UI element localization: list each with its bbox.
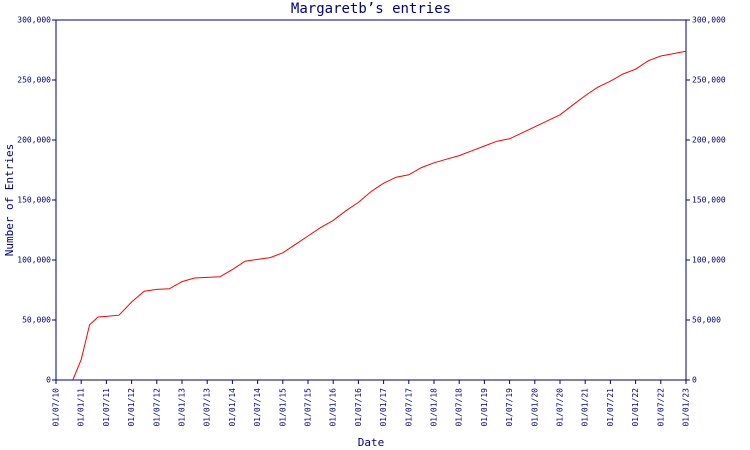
x-tick-label: 01/07/16 — [354, 388, 363, 427]
x-tick-label: 01/01/15 — [278, 388, 287, 427]
y2-tick-label: 150,000 — [692, 196, 726, 205]
y2-tick-label: 300,000 — [692, 16, 726, 25]
y-tick-label: 150,000 — [17, 196, 51, 205]
y-tick-label: 100,000 — [17, 256, 51, 265]
x-tick-label: 01/01/16 — [329, 388, 338, 427]
x-tick-label: 01/07/11 — [102, 388, 111, 427]
x-tick-label: 01/01/11 — [77, 388, 86, 427]
chart-title: Margaretb’s entries — [291, 1, 451, 17]
x-tick-label: 01/01/13 — [178, 388, 187, 427]
y2-tick-label: 100,000 — [692, 256, 726, 265]
x-tick-label: 01/07/15 — [304, 388, 313, 427]
x-tick-label: 01/07/21 — [606, 388, 615, 427]
y2-tick-label: 50,000 — [692, 316, 721, 325]
x-tick-label: 01/01/23 — [682, 388, 691, 427]
x-tick-label: 01/01/14 — [228, 388, 237, 427]
x-tick-label: 01/07/13 — [203, 388, 212, 427]
x-tick-label: 01/07/14 — [253, 388, 262, 427]
x-tick-label: 01/07/17 — [404, 388, 413, 427]
x-tick-label: 01/01/17 — [379, 388, 388, 427]
y-axis-label: Number of Entries — [3, 144, 16, 257]
x-tick-label: 01/07/18 — [455, 388, 464, 427]
x-tick-label: 01/07/22 — [656, 388, 665, 427]
x-tick-label: 01/07/20 — [556, 388, 565, 427]
x-tick-label: 01/01/18 — [430, 388, 439, 427]
y2-tick-label: 0 — [692, 376, 697, 385]
x-tick-label: 01/07/10 — [52, 388, 61, 427]
x-axis-label: Date — [358, 436, 385, 449]
y-tick-label: 50,000 — [22, 316, 51, 325]
x-tick-label: 01/07/19 — [505, 388, 514, 427]
y-tick-label: 300,000 — [17, 16, 51, 25]
x-tick-label: 01/01/19 — [480, 388, 489, 427]
x-tick-label: 01/07/12 — [152, 388, 161, 427]
y2-tick-label: 250,000 — [692, 76, 726, 85]
x-tick-label: 01/01/12 — [127, 388, 136, 427]
x-tick-label: 01/01/20 — [530, 388, 539, 427]
y-tick-label: 250,000 — [17, 76, 51, 85]
x-tick-label: 01/01/22 — [631, 388, 640, 427]
y-tick-label: 200,000 — [17, 136, 51, 145]
y-tick-label: 0 — [46, 376, 51, 385]
plot-frame — [55, 19, 687, 381]
y2-tick-label: 200,000 — [692, 136, 726, 145]
data-line — [72, 50, 687, 381]
x-tick-label: 01/01/21 — [581, 388, 590, 427]
